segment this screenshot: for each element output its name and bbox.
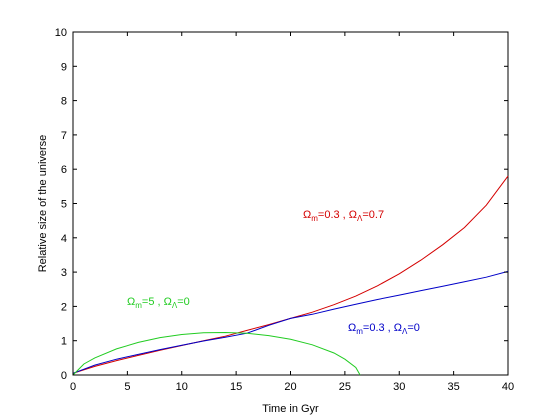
series-annotation-2: Ωm=5 , ΩΛ=0 xyxy=(127,296,190,310)
annotation-part: m xyxy=(135,301,142,310)
annotation-part: =0.7 xyxy=(362,209,384,221)
x-tick-label: 30 xyxy=(393,381,405,393)
x-tick-label: 5 xyxy=(124,381,130,393)
x-tick-label: 35 xyxy=(448,381,460,393)
y-tick-label: 2 xyxy=(61,301,67,313)
x-tick-label: 40 xyxy=(502,381,514,393)
series-annotation-0: Ωm=0.3 , ΩΛ=0.7 xyxy=(303,209,384,223)
series-annotations: Ωm=0.3 , ΩΛ=0.7Ωm=0.3 , ΩΛ=0Ωm=5 , ΩΛ=0 xyxy=(127,209,420,336)
x-tick-label: 15 xyxy=(230,381,242,393)
annotation-part: Ω xyxy=(348,322,356,334)
y-tick-label: 1 xyxy=(61,336,67,348)
annotation-part: =0 xyxy=(177,296,190,308)
annotation-part: Λ xyxy=(402,327,408,336)
y-tick-label: 6 xyxy=(61,164,67,176)
annotation-part: Ω xyxy=(127,296,135,308)
annotation-part: m xyxy=(311,214,318,223)
y-tick-label: 0 xyxy=(61,370,67,382)
x-tick-label: 0 xyxy=(70,381,76,393)
y-tick-label: 8 xyxy=(61,96,67,108)
annotation-part: =0 xyxy=(407,322,420,334)
x-axis-label: Time in Gyr xyxy=(262,403,319,415)
series-layer xyxy=(72,175,509,376)
annotation-part: Ω xyxy=(394,322,402,334)
annotation-part: =5 , xyxy=(142,296,164,308)
y-tick-label: 7 xyxy=(61,130,67,142)
x-tick-label: 10 xyxy=(176,381,188,393)
y-tick-label: 5 xyxy=(61,199,67,211)
x-tick-label: 20 xyxy=(284,381,296,393)
annotation-part: Ω xyxy=(349,209,357,221)
annotation-part: Λ xyxy=(357,214,363,223)
y-tick-label: 9 xyxy=(61,61,67,73)
plot-frame xyxy=(72,31,509,376)
series-line-1 xyxy=(72,270,509,374)
y-tick-label: 10 xyxy=(55,27,67,39)
annotation-part: =0.3 , xyxy=(363,322,394,334)
x-axis-ticks: 0 5 10 15 20 25 30 35 40 xyxy=(70,32,514,393)
annotation-part: m xyxy=(356,327,363,336)
annotation-part: Ω xyxy=(303,209,311,221)
x-tick-label: 25 xyxy=(339,381,351,393)
annotation-part: Ω xyxy=(164,296,172,308)
y-tick-label: 4 xyxy=(61,233,67,245)
y-axis-ticks: 0 1 2 3 4 5 6 7 8 9 10 xyxy=(55,27,508,382)
annotation-part: Λ xyxy=(172,301,178,310)
annotation-part: =0.3 , xyxy=(318,209,349,221)
y-tick-label: 3 xyxy=(61,267,67,279)
series-annotation-1: Ωm=0.3 , ΩΛ=0 xyxy=(348,322,420,336)
series-line-2 xyxy=(72,331,361,376)
y-axis-label: Relative size of the universe xyxy=(37,135,49,273)
